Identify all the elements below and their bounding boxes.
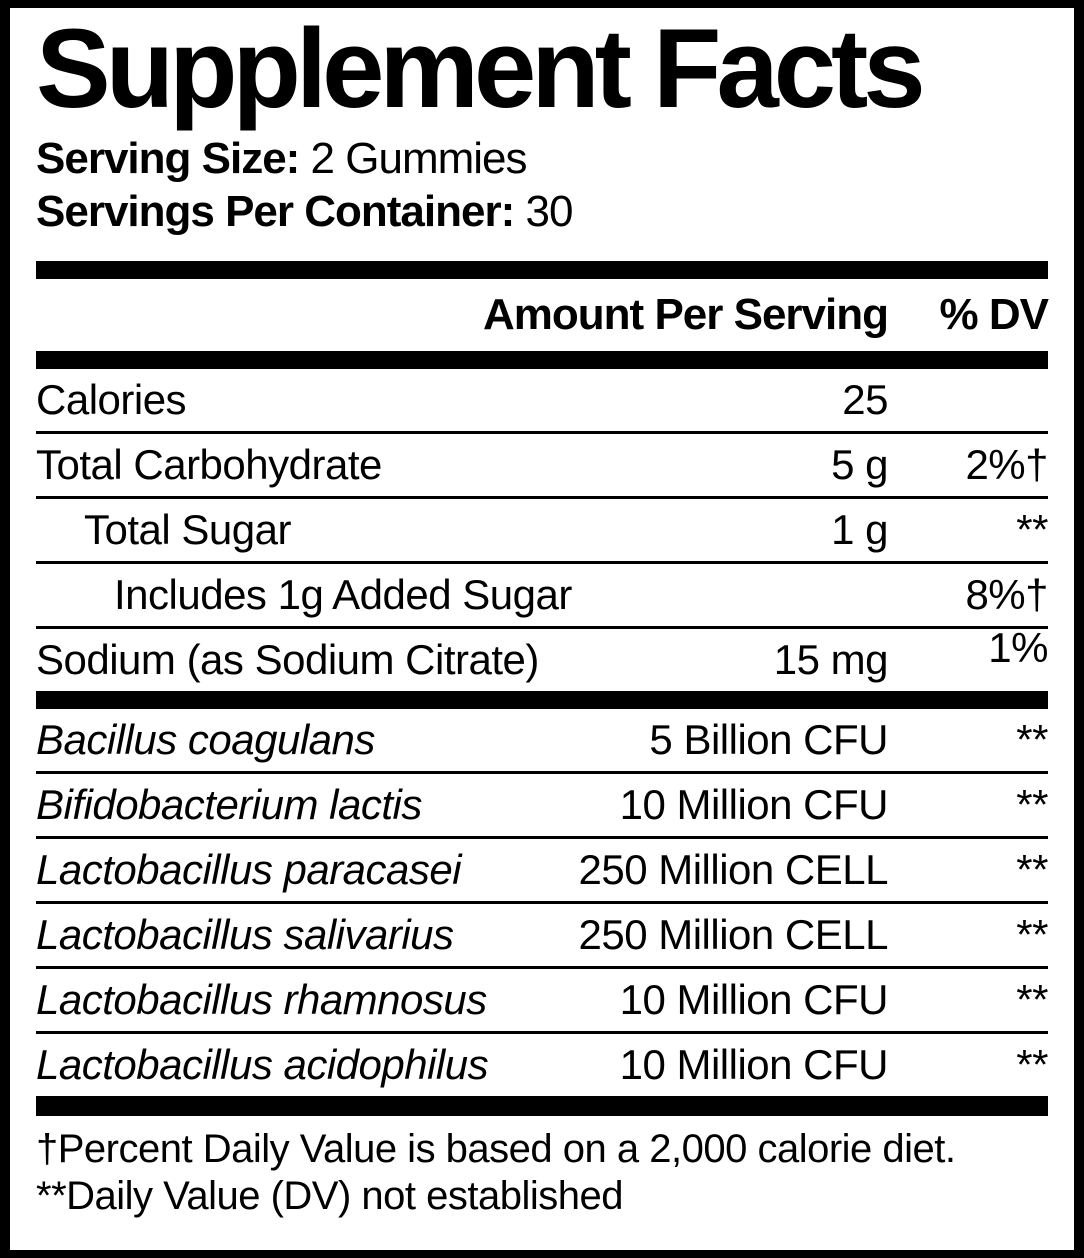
section-divider-bar: [36, 350, 1048, 369]
row-name: Total Carbohydrate: [36, 440, 382, 488]
row-name: Bifidobacterium lactis: [36, 780, 422, 828]
table-row: Total Sugar 1 g **: [36, 499, 1049, 564]
row-dv: 8%†: [965, 570, 1048, 618]
row-name: Total Sugar: [84, 505, 291, 553]
servings-per-container-value: 30: [525, 187, 574, 237]
row-name: Sodium (as Sodium Citrate): [36, 635, 539, 683]
row-name: Includes 1g Added Sugar: [114, 570, 572, 618]
table-row: Includes 1g Added Sugar 8%†: [36, 564, 1049, 629]
row-name: Lactobacillus paracasei: [36, 845, 462, 893]
servings-per-container-line: Servings Per Container: 30: [36, 185, 1048, 239]
row-amount: 250 Million CELL: [578, 845, 888, 893]
footnote-dv-not-established: **Daily Value (DV) not established: [36, 1174, 624, 1219]
section-divider-bar: [36, 260, 1048, 279]
row-name: Calories: [36, 375, 187, 423]
table-row: Total Carbohydrate 5 g 2%†: [36, 434, 1049, 499]
row-name: Lactobacillus acidophilus: [36, 1040, 489, 1088]
header-amount-per-serving: Amount Per Serving: [483, 289, 889, 339]
row-amount: 10 Million CFU: [619, 780, 889, 828]
table-row: Bifidobacterium lactis 10 Million CFU **: [36, 774, 1049, 839]
header-spacer: [36, 279, 483, 351]
row-amount: 5 Billion CFU: [649, 715, 888, 763]
row-amount: 15 mg: [773, 635, 889, 683]
row-amount: 25: [842, 375, 888, 423]
row-dv: **: [1016, 505, 1048, 553]
section-divider-bar: [36, 690, 1048, 709]
row-dv: 1%: [988, 623, 1048, 671]
table-row: Sodium (as Sodium Citrate) 15 mg 1%: [36, 624, 1049, 691]
serving-size-line: Serving Size: 2 Gummies: [36, 132, 1048, 186]
row-dv: **: [1016, 715, 1048, 763]
row-dv: **: [1016, 780, 1048, 828]
footnotes: †Percent Daily Value is based on a 2,000…: [36, 1126, 1048, 1220]
table-row: Bacillus coagulans 5 Billion CFU **: [36, 709, 1049, 774]
table-row: Calories 25: [36, 369, 1048, 434]
row-dv: **: [1016, 1040, 1048, 1088]
nutrient-rows: Calories 25 Total Carbohydrate 5 g 2%† T…: [36, 369, 1049, 691]
probiotic-rows: Bacillus coagulans 5 Billion CFU ** Bifi…: [36, 709, 1049, 1096]
serving-size-label: Serving Size:: [36, 133, 300, 183]
table-row: Lactobacillus acidophilus 10 Million CFU…: [36, 1034, 1049, 1096]
header-percent-dv: % DV: [939, 289, 1049, 339]
row-amount: 1 g: [831, 505, 888, 553]
row-dv: **: [1016, 975, 1048, 1023]
page-title: Supplement Facts: [36, 6, 926, 131]
table-header-row: Amount Per Serving % DV: [36, 279, 1049, 351]
servings-per-container-label: Servings Per Container:: [36, 187, 515, 237]
table-row: Lactobacillus rhamnosus 10 Million CFU *…: [36, 969, 1049, 1034]
row-amount: 250 Million CELL: [578, 910, 888, 958]
row-amount: 10 Million CFU: [619, 1040, 889, 1088]
row-amount: 5 g: [831, 440, 888, 488]
row-dv: [888, 369, 1048, 431]
table-row: Lactobacillus salivarius 250 Million CEL…: [36, 904, 1049, 969]
section-divider-bar: [36, 1095, 1048, 1116]
row-dv: 2%†: [965, 440, 1048, 488]
row-name: Lactobacillus salivarius: [36, 910, 454, 958]
row-dv: **: [1016, 845, 1048, 893]
row-name: Bacillus coagulans: [36, 715, 375, 763]
row-dv: **: [1016, 910, 1048, 958]
row-amount: 10 Million CFU: [619, 975, 889, 1023]
table-row: Lactobacillus paracasei 250 Million CELL…: [36, 839, 1049, 904]
row-name: Lactobacillus rhamnosus: [36, 975, 487, 1023]
serving-info: Serving Size: 2 Gummies Servings Per Con…: [36, 132, 1048, 239]
serving-size-value: 2 Gummies: [310, 133, 528, 183]
footnote-daily-value: †Percent Daily Value is based on a 2,000…: [36, 1126, 956, 1171]
